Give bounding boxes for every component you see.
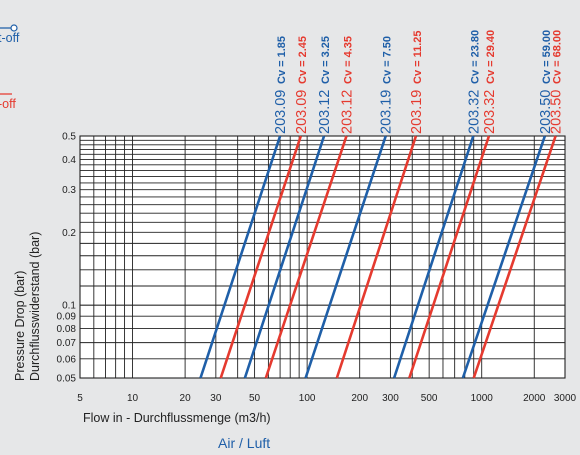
x-tick-label: 1000 — [471, 393, 494, 404]
legend-label-1: t-off — [0, 31, 20, 45]
series-line-1 — [199, 135, 282, 379]
series-cv-label: Cv = 29.40 — [485, 30, 497, 84]
series-cv-label: Cv = 4.35 — [342, 36, 354, 84]
x-tick-label: 2000 — [523, 393, 546, 404]
series-lines — [199, 135, 557, 379]
series-label-1: 203.09 Cv = 1.85 — [273, 36, 289, 134]
y-tick-label: 0.08 — [57, 324, 77, 335]
x-tick-label: 300 — [382, 393, 399, 404]
series-model-label: 203.12 — [339, 90, 355, 134]
series-label-9: 203.50 Cv = 59.00 — [538, 30, 554, 134]
y-tick-labels: 0.05 0.06 0.07 0.080.090.1 0.2 0.3 0.4 0.5 — [57, 132, 77, 385]
series-line-6 — [335, 135, 418, 379]
x-tick-label: 10 — [127, 393, 139, 404]
y-tick-label: 0.5 — [62, 132, 76, 143]
x-tick-label: 3000 — [554, 393, 577, 404]
x-tick-label: 200 — [351, 393, 368, 404]
y-tick-label: 0.1 — [62, 301, 76, 312]
x-axis-title: Flow in - Durchflussmenge (m3/h) — [83, 411, 271, 425]
y-tick-label: 0.09 — [57, 312, 77, 323]
series-line-5 — [304, 135, 387, 379]
legend: t-off -off — [0, 24, 20, 111]
series-labels: 203.09 Cv = 1.85 203.09 Cv = 2.45 203.12 Cv =… — [273, 30, 565, 134]
y-tick-label: 0.2 — [62, 228, 76, 239]
grid — [79, 135, 566, 379]
series-label-6: 203.19 Cv = 11.25 — [409, 30, 425, 134]
series-label-2: 203.09 Cv = 2.45 — [294, 36, 310, 134]
series-model-label: 203.09 — [273, 90, 289, 134]
series-cv-label: Cv = 1.85 — [276, 36, 288, 84]
series-cv-label: Cv = 59.00 — [541, 30, 553, 84]
series-model-label: 203.32 — [466, 90, 482, 134]
y-tick-label: 0.07 — [57, 338, 77, 349]
series-label-3: 203.12 Cv = 3.25 — [317, 36, 333, 134]
series-cv-label: Cv = 2.45 — [297, 36, 309, 84]
series-model-label: 203.50 — [549, 90, 565, 134]
series-line-3 — [243, 135, 326, 379]
series-cv-label: Cv = 7.50 — [382, 36, 394, 84]
series-label-8: 203.32 Cv = 29.40 — [482, 30, 498, 134]
y-axis-title-de: Durchflusswiderstand (bar) — [28, 232, 42, 381]
y-tick-label: 0.3 — [62, 185, 76, 196]
plot-border — [79, 135, 566, 379]
x-tick-label: 5 — [77, 393, 83, 404]
medium-label: Air / Luft — [218, 435, 270, 451]
series-model-label: 203.19 — [409, 90, 425, 134]
series-cv-label: Cv = 3.25 — [320, 36, 332, 84]
x-tick-label: 100 — [299, 393, 316, 404]
series-line-2 — [219, 135, 303, 379]
x-tick-label: 30 — [210, 393, 222, 404]
series-line-10 — [472, 135, 557, 379]
series-line-4 — [264, 135, 348, 379]
series-model-label: 203.19 — [379, 90, 395, 134]
series-line-9 — [461, 135, 547, 379]
series-label-4: 203.12 Cv = 4.35 — [339, 36, 355, 134]
series-label-7: 203.32 Cv = 23.80 — [466, 30, 482, 134]
y-axis-title-en: Pressure Drop (bar) — [13, 271, 27, 381]
plot-area — [80, 136, 565, 378]
series-model-label: 203.32 — [482, 90, 498, 134]
series-cv-label: Cv = 68.00 — [552, 30, 564, 84]
series-cv-label: Cv = 11.25 — [412, 30, 424, 84]
y-tick-label: 0.06 — [57, 354, 77, 365]
legend-label-2: -off — [0, 97, 16, 111]
series-model-label: 203.09 — [294, 90, 310, 134]
series-label-10: 203.50 Cv = 68.00 — [549, 30, 565, 134]
x-tick-label: 20 — [180, 393, 192, 404]
series-label-5: 203.19 Cv = 7.50 — [379, 36, 395, 134]
x-tick-labels: 5 10 20 30 50 100 200 300 500 1000 2000 3000 — [77, 393, 576, 404]
series-line-7 — [392, 135, 475, 379]
x-tick-label: 500 — [421, 393, 438, 404]
series-cv-label: Cv = 23.80 — [469, 30, 481, 84]
legend-marker — [10, 24, 18, 32]
series-model-label: 203.12 — [317, 90, 333, 134]
x-tick-label: 50 — [249, 393, 261, 404]
y-tick-label: 0.05 — [57, 374, 77, 385]
y-tick-label: 0.4 — [62, 155, 76, 166]
series-line-8 — [408, 135, 491, 379]
series-model-label: 203.50 — [538, 90, 554, 134]
